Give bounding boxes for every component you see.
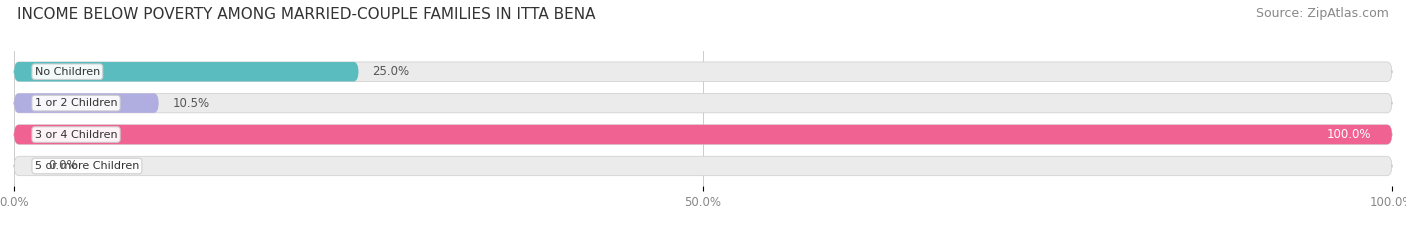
Text: Source: ZipAtlas.com: Source: ZipAtlas.com xyxy=(1256,7,1389,20)
FancyBboxPatch shape xyxy=(14,93,159,113)
FancyBboxPatch shape xyxy=(14,62,1392,81)
Text: 10.5%: 10.5% xyxy=(173,97,209,110)
Text: 100.0%: 100.0% xyxy=(1327,128,1371,141)
FancyBboxPatch shape xyxy=(14,93,1392,113)
Text: INCOME BELOW POVERTY AMONG MARRIED-COUPLE FAMILIES IN ITTA BENA: INCOME BELOW POVERTY AMONG MARRIED-COUPL… xyxy=(17,7,595,22)
FancyBboxPatch shape xyxy=(14,156,1392,176)
Text: 25.0%: 25.0% xyxy=(373,65,409,78)
Text: No Children: No Children xyxy=(35,67,100,77)
FancyBboxPatch shape xyxy=(14,125,1392,144)
Text: 3 or 4 Children: 3 or 4 Children xyxy=(35,130,117,140)
FancyBboxPatch shape xyxy=(14,62,359,81)
Text: 0.0%: 0.0% xyxy=(48,159,79,172)
FancyBboxPatch shape xyxy=(14,125,1392,144)
Text: 5 or more Children: 5 or more Children xyxy=(35,161,139,171)
Text: 1 or 2 Children: 1 or 2 Children xyxy=(35,98,117,108)
